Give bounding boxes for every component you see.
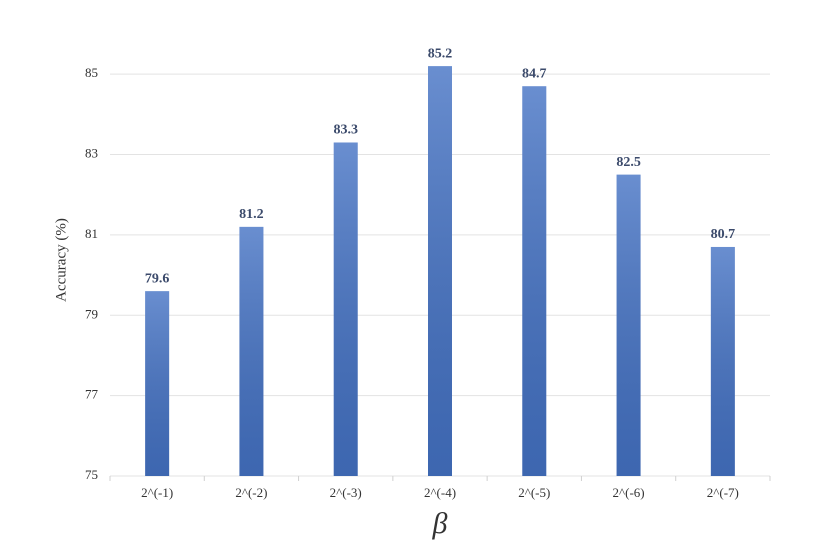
- x-tick-label: 2^(-5): [518, 485, 550, 500]
- x-axis-label: β: [432, 507, 448, 540]
- bar-shade: [145, 291, 170, 476]
- data-label: 80.7: [711, 227, 736, 242]
- data-label: 81.2: [239, 207, 264, 222]
- y-tick-label: 85: [85, 65, 98, 80]
- bar-shade: [239, 226, 264, 476]
- y-tick-label: 81: [85, 226, 98, 241]
- data-label: 84.7: [522, 66, 547, 81]
- data-label: 85.2: [428, 46, 453, 61]
- bar-shade: [616, 174, 641, 477]
- y-tick-label: 77: [85, 387, 99, 402]
- bar-shade: [333, 142, 358, 476]
- data-label: 79.6: [145, 271, 170, 286]
- y-tick-label: 75: [85, 467, 98, 482]
- bar-shade: [428, 66, 452, 477]
- x-tick-label: 2^(-1): [141, 485, 173, 500]
- x-tick-label: 2^(-4): [424, 485, 456, 500]
- y-tick-label: 79: [85, 306, 98, 321]
- y-axis-label: Accuracy (%): [53, 218, 69, 302]
- x-tick-label: 2^(-6): [613, 485, 645, 500]
- bar-shade: [522, 86, 547, 477]
- x-tick-label: 2^(-7): [707, 485, 739, 500]
- x-tick-label: 2^(-3): [330, 485, 362, 500]
- data-label: 82.5: [616, 155, 641, 170]
- x-tick-label: 2^(-2): [235, 485, 267, 500]
- y-tick-label: 83: [85, 146, 98, 161]
- data-label: 83.3: [333, 123, 358, 138]
- bar-shade: [710, 246, 735, 476]
